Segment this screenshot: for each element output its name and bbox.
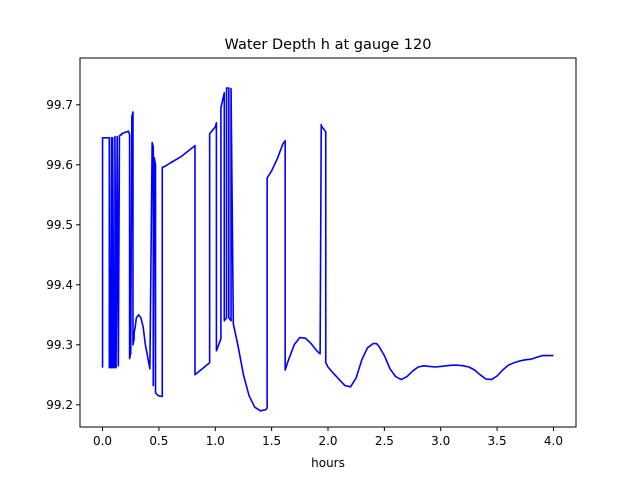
x-tick-label: 3.0 bbox=[431, 434, 450, 448]
y-tick-label: 99.3 bbox=[46, 338, 73, 352]
y-tick-label: 99.7 bbox=[46, 98, 73, 112]
series-line bbox=[101, 87, 554, 412]
x-tick-label: 1.5 bbox=[262, 434, 281, 448]
x-axis-label: hours bbox=[311, 456, 345, 470]
chart-title: Water Depth h at gauge 120 bbox=[225, 37, 432, 53]
y-tick-label: 99.4 bbox=[46, 278, 73, 292]
x-tick-label: 3.5 bbox=[488, 434, 507, 448]
x-tick-label: 1.0 bbox=[206, 434, 225, 448]
x-tick-label: 4.0 bbox=[544, 434, 563, 448]
x-tick-label: 2.5 bbox=[375, 434, 394, 448]
plot-area bbox=[101, 87, 554, 412]
y-tick-label: 99.5 bbox=[46, 218, 73, 232]
y-tick-label: 99.6 bbox=[46, 158, 73, 172]
y-axis: 99.2 99.3 99.4 99.5 99.6 99.7 bbox=[46, 98, 80, 412]
x-tick-label: 0.0 bbox=[93, 434, 112, 448]
x-tick-label: 0.5 bbox=[149, 434, 168, 448]
y-tick-label: 99.2 bbox=[46, 398, 73, 412]
x-tick-label: 2.0 bbox=[318, 434, 337, 448]
x-axis: 0.0 0.5 1.0 1.5 2.0 2.5 3.0 3.5 4.0 bbox=[93, 427, 563, 448]
